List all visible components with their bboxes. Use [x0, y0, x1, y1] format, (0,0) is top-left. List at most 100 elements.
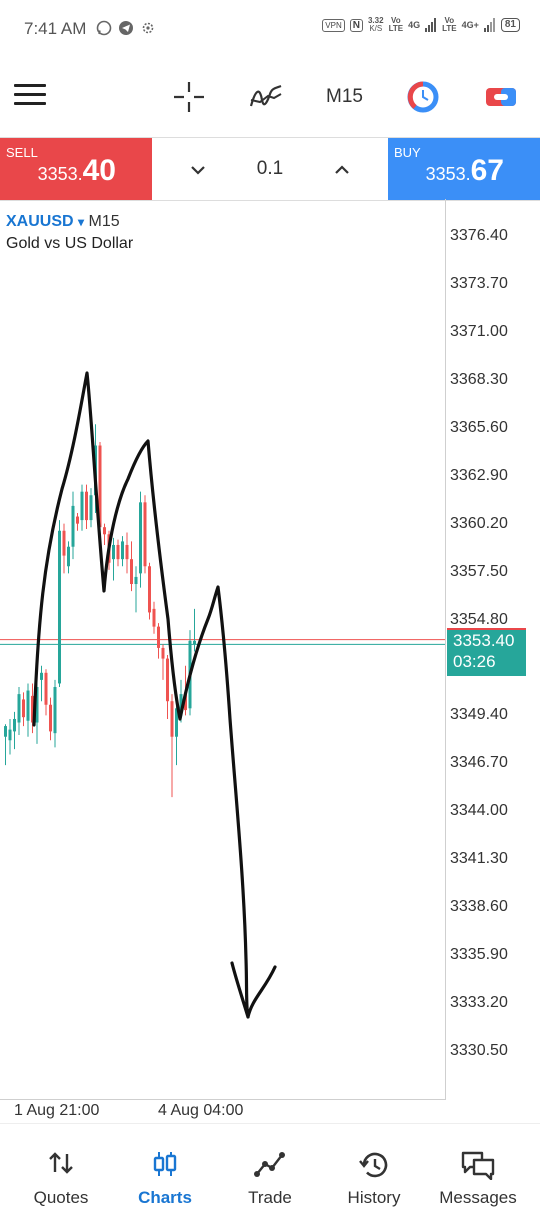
volume-decrease-chevron-down-icon[interactable] — [186, 158, 210, 182]
price-axis-border — [445, 199, 446, 1099]
crosshair-icon[interactable] — [172, 80, 206, 114]
candle — [143, 495, 147, 574]
nav-messages[interactable]: Messages — [424, 1124, 532, 1219]
new-order-icon[interactable] — [484, 80, 518, 114]
nav-history[interactable]: History — [320, 1124, 428, 1219]
signal-icon-2 — [483, 18, 495, 32]
bottom-navigation: Quotes Charts Trade History Messages — [0, 1123, 540, 1219]
candle — [152, 601, 156, 634]
candle-body — [58, 530, 61, 684]
candle-body — [94, 445, 97, 496]
candle-body — [40, 672, 43, 680]
candle-body — [166, 658, 169, 702]
candle-body — [107, 534, 111, 563]
candle — [107, 530, 111, 570]
price-tick-label: 3349.40 — [450, 706, 508, 724]
nav-charts[interactable]: Charts — [111, 1124, 219, 1219]
status-time: 7:41 AM — [24, 19, 87, 38]
nav-charts-label: Charts — [138, 1188, 192, 1207]
symbol-description: Gold vs US Dollar — [6, 235, 134, 252]
candle-body — [13, 718, 16, 732]
candle — [89, 488, 93, 528]
menu-button[interactable] — [14, 84, 46, 112]
price-tick-label: 3371.00 — [450, 322, 508, 340]
telegram-icon — [119, 21, 133, 35]
network-type-1: 4G — [408, 20, 421, 30]
price-tick-label: 3376.40 — [450, 227, 508, 244]
candle-body — [89, 495, 93, 521]
candle-body — [139, 502, 142, 574]
volume-value[interactable]: 0.1 — [256, 158, 284, 179]
candle-body — [80, 491, 84, 521]
candle — [157, 623, 160, 659]
timeframe-button[interactable]: M15 — [326, 86, 363, 107]
candle-body — [71, 505, 75, 547]
price-tick-label: 3346.70 — [450, 754, 508, 772]
time-tick-label: 4 Aug 04:00 — [158, 1102, 244, 1119]
candle-body — [157, 626, 160, 648]
candle — [184, 665, 187, 716]
candlestick-chart[interactable] — [0, 199, 446, 1099]
candle — [170, 694, 174, 798]
nav-trade[interactable]: Trade — [216, 1124, 324, 1219]
candle-body — [116, 544, 120, 560]
candle-body — [188, 640, 192, 709]
nav-trade-label: Trade — [248, 1188, 292, 1207]
buy-button[interactable]: BUY 3353.67 — [388, 138, 540, 200]
candle — [76, 512, 79, 531]
network-type-2: 4G+ — [461, 20, 479, 30]
candle-body — [49, 704, 52, 732]
sell-label: SELL — [6, 145, 38, 160]
price-tick-label: 3365.60 — [450, 418, 508, 436]
candle-countdown: 03:26 — [453, 652, 496, 671]
candle-body — [112, 544, 115, 560]
symbol-selector[interactable]: XAUUSD ▾ M15 — [6, 213, 120, 231]
signal-icon — [425, 18, 437, 32]
candle — [139, 491, 142, 588]
price-tick-label: 3357.50 — [450, 562, 508, 580]
nav-messages-label: Messages — [439, 1188, 517, 1207]
time-axis-border — [0, 1099, 446, 1100]
candle-body — [125, 544, 129, 560]
price-tick-label: 3335.90 — [450, 946, 508, 964]
candle — [4, 724, 7, 766]
candle-body — [98, 445, 102, 528]
price-tick-label: 3338.60 — [450, 898, 508, 916]
candle-body — [161, 647, 165, 659]
candle-body — [35, 687, 39, 723]
candle — [193, 608, 196, 652]
candle — [148, 562, 151, 620]
nav-quotes-label: Quotes — [33, 1188, 89, 1207]
candle-body — [130, 559, 133, 585]
candle-body — [4, 726, 7, 737]
buy-label: BUY — [394, 145, 421, 160]
candle — [121, 536, 124, 567]
chart-toolbar: M15 — [0, 60, 540, 136]
candle — [22, 692, 25, 727]
candle-body — [53, 687, 57, 734]
candle — [62, 523, 66, 574]
one-click-trading-icon[interactable] — [406, 80, 440, 114]
trade-line-icon — [254, 1152, 285, 1177]
candle-body — [76, 516, 79, 524]
candle — [161, 644, 165, 680]
candle — [166, 655, 169, 719]
candle — [116, 539, 120, 567]
candle — [17, 687, 21, 735]
candle-body — [175, 708, 178, 737]
sell-button[interactable]: SELL 3353.40 — [0, 138, 152, 200]
candle-body — [170, 701, 174, 737]
volume-increase-chevron-up-icon[interactable] — [330, 158, 354, 182]
candle — [85, 484, 88, 529]
nfc-icon: N — [349, 18, 363, 32]
candle-body — [143, 502, 147, 567]
candle-body — [85, 491, 88, 521]
chart-area[interactable]: XAUUSD ▾ M15 Gold vs US Dollar 3376.40 33… — [0, 199, 540, 1123]
candle-body — [22, 699, 25, 718]
chart-timeframe: M15 — [88, 213, 120, 230]
indicators-icon[interactable] — [248, 80, 284, 114]
candle-body — [121, 541, 124, 560]
whatsapp-icon — [96, 20, 112, 36]
candle-body — [184, 694, 187, 711]
nav-quotes[interactable]: Quotes — [7, 1124, 115, 1219]
